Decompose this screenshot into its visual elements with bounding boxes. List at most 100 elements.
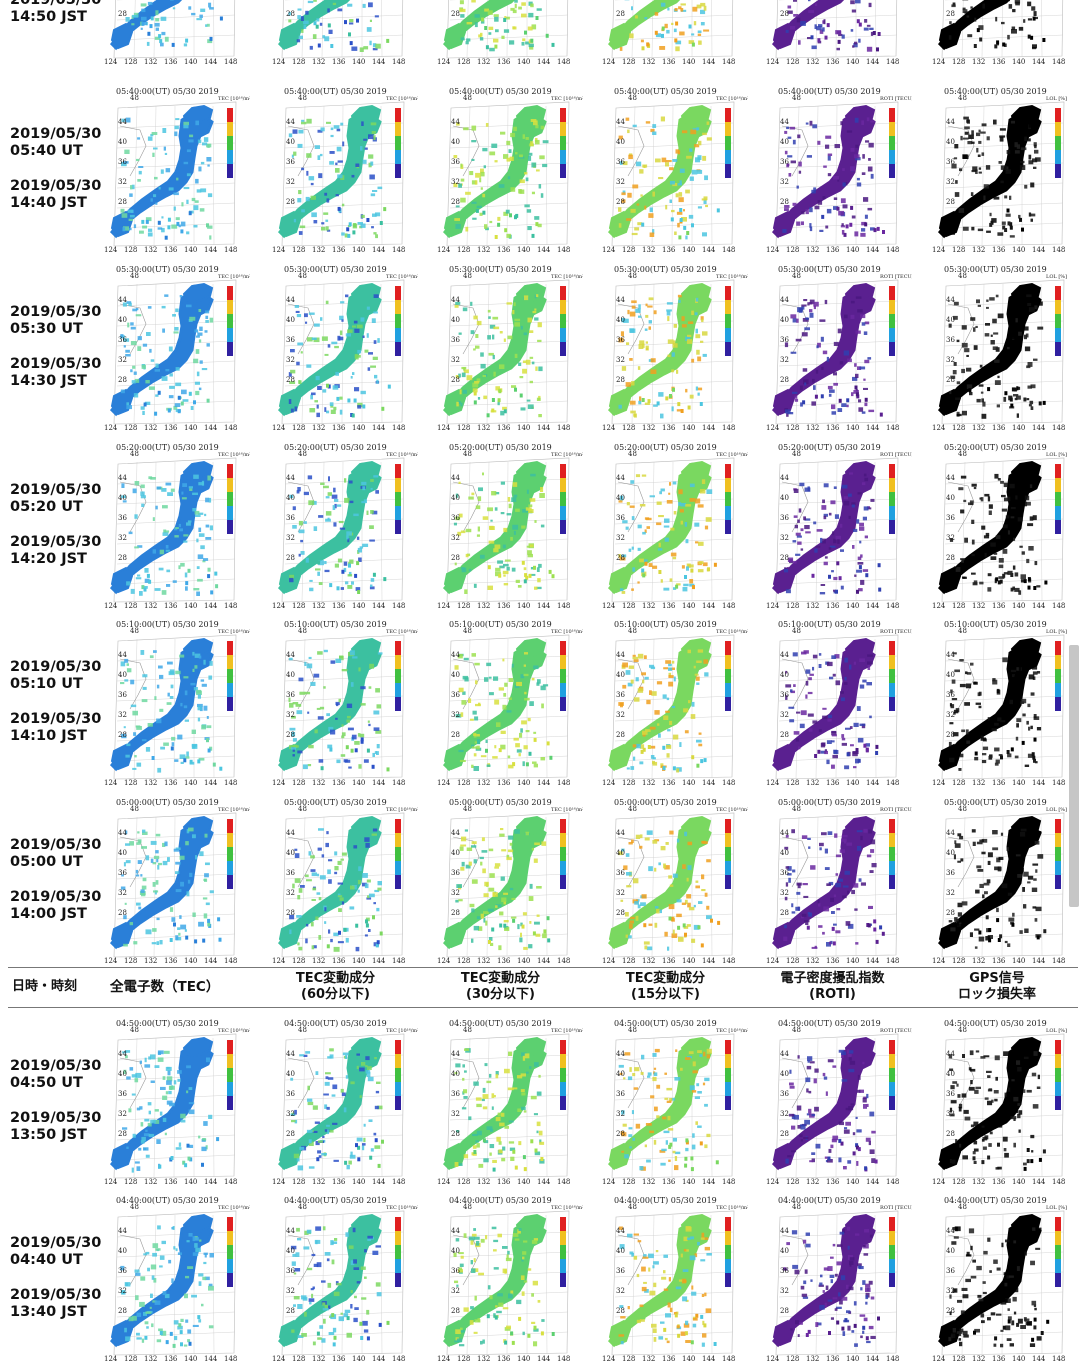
map-panel-d15[interactable]: 05:00:00(UT) 05/30 2019 TEC [10¹⁶/m²] 48 44… [598, 797, 748, 967]
jst-date: 2019/05/30 [10, 1287, 102, 1303]
map-panel-d60[interactable]: 05:00:00(UT) 05/30 2019 TEC [10¹⁶/m²] 48 44… [268, 797, 418, 967]
lat-tick-label: 32 [946, 889, 955, 897]
lon-tick-label: 128 [124, 1355, 137, 1363]
map-panel-d15[interactable]: TEC [10¹⁶/m²]484440363228124128132136140… [598, 0, 748, 68]
lon-tick-label: 136 [826, 1355, 840, 1363]
lon-tick-label: 136 [992, 957, 1006, 965]
map-panel-d15[interactable]: 05:30:00(UT) 05/30 2019 TEC [10¹⁶/m²] 48 44… [598, 264, 748, 434]
map-panel-d60[interactable]: 04:40:00(UT) 05/30 2019 TEC [10¹⁶/m²] 48 44… [268, 1195, 418, 1365]
lat-tick-label: 32 [286, 178, 295, 186]
map-panel-d30[interactable]: 04:50:00(UT) 05/30 2019 TEC [10¹⁶/m²] 48 44… [433, 1018, 583, 1188]
map-panel-d15[interactable]: 04:40:00(UT) 05/30 2019 TEC [10¹⁶/m²] 48 44… [598, 1195, 748, 1365]
lon-tick-label: 140 [517, 1355, 530, 1363]
lon-tick-label: 132 [312, 58, 325, 66]
lat-tick-label: 36 [946, 1090, 955, 1098]
lat-tick-label: 28 [286, 198, 295, 206]
lat-tick-label: 48 [958, 450, 967, 458]
lat-tick-label: 36 [286, 869, 295, 877]
lat-tick-label: 32 [118, 178, 127, 186]
map-panel-tec[interactable]: 05:30:00(UT) 05/30 2019 TEC [10¹⁶/m²] 48 44… [100, 264, 250, 434]
lat-tick-label: 48 [463, 1026, 472, 1034]
lat-tick-label: 28 [451, 554, 460, 562]
map-panel-d30[interactable]: 05:00:00(UT) 05/30 2019 TEC [10¹⁶/m²] 48 44… [433, 797, 583, 967]
lat-tick-label: 32 [451, 534, 460, 542]
map-panel-lol[interactable]: 04:50:00(UT) 05/30 2019 LOL [%] 48 44 40 36 32… [928, 1018, 1078, 1188]
lon-tick-label: 140 [184, 424, 197, 432]
map-panel-d15[interactable]: 05:40:00(UT) 05/30 2019 TEC [10¹⁶/m²] 48 44… [598, 86, 748, 256]
lat-tick-label: 36 [616, 514, 625, 522]
map-panel-tec[interactable]: 05:00:00(UT) 05/30 2019 TEC [10¹⁶/m²] 48 44… [100, 797, 250, 967]
lat-tick-label: 32 [286, 534, 295, 542]
map-panel-d60[interactable]: 05:40:00(UT) 05/30 2019 TEC [10¹⁶/m²] 48 44… [268, 86, 418, 256]
map-unit-label: LOL [%] [1046, 1028, 1067, 1034]
map-panel-tec[interactable]: 05:20:00(UT) 05/30 2019 TEC [10¹⁶/m²] 48 44… [100, 442, 250, 612]
map-panel-lol[interactable]: 05:40:00(UT) 05/30 2019 LOL [%] 48 44 40 36 32… [928, 86, 1078, 256]
map-panel-d30[interactable]: 05:20:00(UT) 05/30 2019 TEC [10¹⁶/m²] 48 44… [433, 442, 583, 612]
lon-tick-label: 148 [224, 246, 237, 254]
lon-tick-label: 128 [457, 957, 470, 965]
map-panel-tec[interactable]: 05:40:00(UT) 05/30 2019 TEC [10¹⁶/m²] 48 44… [100, 86, 250, 256]
lon-tick-label: 136 [826, 58, 840, 66]
page-scrollbar[interactable] [1069, 645, 1079, 907]
map-panel-d60[interactable]: 05:10:00(UT) 05/30 2019 TEC [10¹⁶/m²] 48 44… [268, 619, 418, 789]
lat-tick-label: 48 [130, 1203, 139, 1211]
map-panel-lol[interactable]: 05:20:00(UT) 05/30 2019 LOL [%] 48 44 40 36 32… [928, 442, 1078, 612]
lon-tick-label: 132 [806, 58, 819, 66]
lat-tick-label: 28 [946, 731, 955, 739]
lon-tick-label: 144 [866, 957, 880, 965]
lat-tick-label: 48 [958, 805, 967, 813]
map-unit-label: ROTI [TECU/min] [880, 96, 912, 102]
map-panel-roti[interactable]: ROTI [TECU/min]4844403632281241281321361… [762, 0, 912, 68]
map-panel-d15[interactable]: 05:20:00(UT) 05/30 2019 TEC [10¹⁶/m²] 48 44… [598, 442, 748, 612]
map-panel-d60[interactable]: TEC [10¹⁶/m²]484440363228124128132136140… [268, 0, 418, 68]
map-panel-tec[interactable]: 04:50:00(UT) 05/30 2019 TEC [10¹⁶/m²] 48 44… [100, 1018, 250, 1188]
lat-tick-label: 32 [780, 534, 789, 542]
map-panel-d60[interactable]: 04:50:00(UT) 05/30 2019 TEC [10¹⁶/m²] 48 44… [268, 1018, 418, 1188]
map-panel-lol[interactable]: 05:00:00(UT) 05/30 2019 LOL [%] 48 44 40 36 32… [928, 797, 1078, 967]
map-timestamp: 05:40:00(UT) 05/30 2019 [778, 87, 881, 96]
header-dtec60: TEC変動成分 (60分以下) [268, 971, 403, 1003]
map-panel-d15[interactable]: 04:50:00(UT) 05/30 2019 TEC [10¹⁶/m²] 48 44… [598, 1018, 748, 1188]
lon-tick-label: 136 [164, 1355, 178, 1363]
lat-tick-label: 32 [451, 711, 460, 719]
lon-tick-label: 124 [104, 779, 118, 787]
map-timestamp: 05:40:00(UT) 05/30 2019 [284, 87, 387, 96]
map-panel-lol[interactable]: 05:10:00(UT) 05/30 2019 LOL [%] 48 44 40 36 32… [928, 619, 1078, 789]
lat-tick-label: 36 [451, 1090, 460, 1098]
map-panel-d60[interactable]: 05:30:00(UT) 05/30 2019 TEC [10¹⁶/m²] 48 44… [268, 264, 418, 434]
map-panel-lol[interactable]: 05:30:00(UT) 05/30 2019 LOL [%] 48 44 40 36 32… [928, 264, 1078, 434]
lon-tick-label: 132 [312, 957, 325, 965]
lon-tick-label: 132 [477, 1178, 490, 1186]
map-panel-d30[interactable]: 04:40:00(UT) 05/30 2019 TEC [10¹⁶/m²] 48 44… [433, 1195, 583, 1365]
lon-tick-label: 148 [557, 424, 570, 432]
map-unit-label: TEC [10¹⁶/m²] [551, 1205, 583, 1211]
map-panel-d30[interactable]: TEC [10¹⁶/m²]484440363228124128132136140… [433, 0, 583, 68]
lon-tick-label: 140 [184, 58, 197, 66]
lon-tick-label: 140 [517, 957, 530, 965]
map-panel-tec[interactable]: TEC [10¹⁶/m²]484440363228124128132136140… [100, 0, 250, 68]
map-panel-d60[interactable]: 05:20:00(UT) 05/30 2019 TEC [10¹⁶/m²] 48 44… [268, 442, 418, 612]
lon-tick-label: 140 [846, 424, 859, 432]
map-panel-d30[interactable]: 05:30:00(UT) 05/30 2019 TEC [10¹⁶/m²] 48 44… [433, 264, 583, 434]
map-panel-lol[interactable]: 04:40:00(UT) 05/30 2019 LOL [%] 48 44 40 36 32… [928, 1195, 1078, 1365]
lon-tick-label: 136 [662, 602, 676, 610]
lat-tick-label: 44 [616, 829, 625, 837]
lat-tick-label: 48 [628, 450, 637, 458]
lon-tick-label: 128 [952, 602, 965, 610]
map-panel-d30[interactable]: 05:40:00(UT) 05/30 2019 TEC [10¹⁶/m²] 48 44… [433, 86, 583, 256]
map-panel-tec[interactable]: 05:10:00(UT) 05/30 2019 TEC [10¹⁶/m²] 48 44… [100, 619, 250, 789]
map-panel-d30[interactable]: 05:10:00(UT) 05/30 2019 TEC [10¹⁶/m²] 48 44… [433, 619, 583, 789]
map-panel-d15[interactable]: 05:10:00(UT) 05/30 2019 TEC [10¹⁶/m²] 48 44… [598, 619, 748, 789]
partial-row-top: 2019/05/30 14:50 JST TEC [10¹⁶/m²]484440… [0, 0, 1070, 70]
map-timestamp: 05:00:00(UT) 05/30 2019 [116, 798, 219, 807]
lon-tick-label: 144 [537, 1355, 551, 1363]
map-panel-tec[interactable]: 04:40:00(UT) 05/30 2019 TEC [10¹⁶/m²] 48 44… [100, 1195, 250, 1365]
